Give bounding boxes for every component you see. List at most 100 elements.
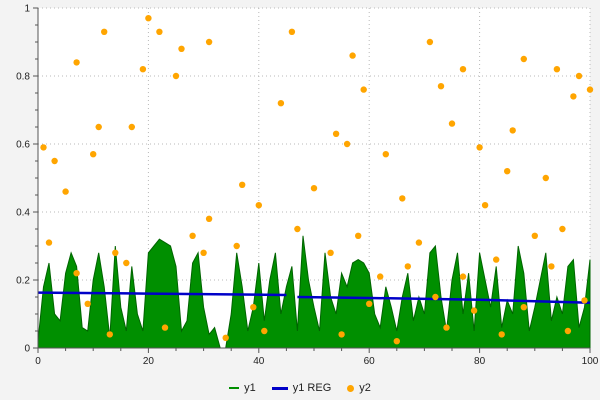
y2-scatter-point [399,195,406,202]
y-tick-label: 0.6 [16,140,30,151]
y2-scatter-point [360,86,367,93]
y2-scatter-point [520,55,527,63]
y2-scatter-point [327,249,334,256]
x-tick-label: 80 [474,356,486,367]
y2-scatter-point [178,45,185,52]
y2-scatter-point [366,300,373,307]
y1-reg-line-swatch [271,386,288,390]
y2-scatter-point [548,263,555,270]
y2-scatter-point [95,123,102,131]
y2-scatter-point [261,327,268,335]
x-tick-label: 60 [364,356,376,367]
y2-scatter-point [255,202,262,209]
y2-scatter-point [481,202,489,209]
y2-scatter-point [123,259,130,267]
y2-scatter-point [343,140,351,148]
y2-scatter-point [553,66,561,73]
y-tick-label: 0.2 [16,276,30,287]
legend-item-y1-reg: y1 REG [271,382,331,394]
y2-scatter-point [310,185,318,192]
legend-item-y1: y1 [229,382,256,394]
y2-scatter-point [222,334,229,341]
y2-scatter-point [101,28,108,35]
y2-scatter-point [542,174,549,182]
y2-scatter-point [493,256,500,263]
y2-scatter-point [172,72,180,80]
y2-scatter-point [437,83,445,90]
legend: y1 y1 REG y2 [0,382,600,394]
y2-scatter-point [45,239,53,246]
legend-label-y2: y2 [359,382,371,394]
y-tick-label: 0.8 [16,72,30,83]
y2-scatter-point [112,249,119,256]
y2-scatter-point [205,38,213,46]
y-tick-label: 0.4 [16,208,30,219]
y2-scatter-point [40,144,47,151]
y2-scatter-point [106,331,114,338]
y2-scatter-point [570,93,577,100]
y2-scatter-point [161,324,169,331]
y-tick-label: 0 [24,344,30,355]
y2-scatter-point [586,86,594,93]
y2-scatter-point [233,242,240,250]
y-tick-label: 1 [24,4,30,15]
y2-scatter-point [509,127,516,134]
y2-scatter-point [531,232,538,239]
y2-scatter-point [459,273,467,280]
x-tick-label: 0 [35,356,41,367]
x-tick-label: 40 [253,356,265,367]
y2-scatter-point [432,293,439,301]
y2-dot-swatch [347,384,355,392]
y2-scatter-point [62,188,69,195]
y2-scatter-point [393,338,400,345]
y2-scatter-point [564,327,572,335]
y2-scatter-point [459,66,467,73]
y2-scatter-point [294,225,301,233]
y2-scatter-point [581,297,588,304]
y2-scatter-point [426,38,434,46]
legend-item-y2: y2 [347,382,371,394]
y2-scatter-point [73,59,80,66]
y2-scatter-point [404,263,411,270]
y2-scatter-point [382,151,389,158]
y2-scatter-point [575,72,583,80]
y2-scatter-point [145,15,152,22]
y2-scatter-point [377,273,384,280]
y2-scatter-point [504,168,511,175]
plot-svg: 0 20 40 60 80 100 0 0.2 0.4 0.6 0.8 1 [16,4,599,368]
y2-scatter-point [520,304,527,311]
y2-scatter-point [51,157,58,165]
y2-scatter-point [332,130,340,137]
y2-scatter-point [73,270,80,277]
y2-scatter-point [90,151,97,158]
y2-scatter-point [470,307,478,314]
y2-scatter-point [338,331,345,338]
y2-scatter-point [498,331,505,338]
y2-scatter-point [448,120,456,127]
x-tick-label: 100 [582,356,599,367]
y2-scatter-point [189,232,196,239]
y2-scatter-point [205,215,213,222]
y1-line-swatch [229,387,240,389]
y2-scatter-point [559,225,566,233]
y2-scatter-point [349,52,356,59]
legend-label-y1: y1 [244,382,256,394]
y2-scatter-point [200,249,207,256]
y2-scatter-point [139,66,147,73]
y2-scatter-point [277,100,285,107]
y2-scatter-point [128,123,135,131]
y2-scatter-point [355,232,362,239]
y2-scatter-point [239,181,246,188]
y2-scatter-point [443,324,450,331]
y2-scatter-point [156,28,163,35]
y2-scatter-point [84,300,91,307]
y1-reg-line [297,295,591,305]
y2-scatter-point [476,144,483,151]
y2-scatter-point [288,28,296,35]
x-tick-label: 20 [143,356,155,367]
y2-scatter-point [250,304,257,311]
y2-scatter-point [415,239,423,246]
y1-area-series [37,235,591,349]
y1-reg-line [37,291,287,297]
